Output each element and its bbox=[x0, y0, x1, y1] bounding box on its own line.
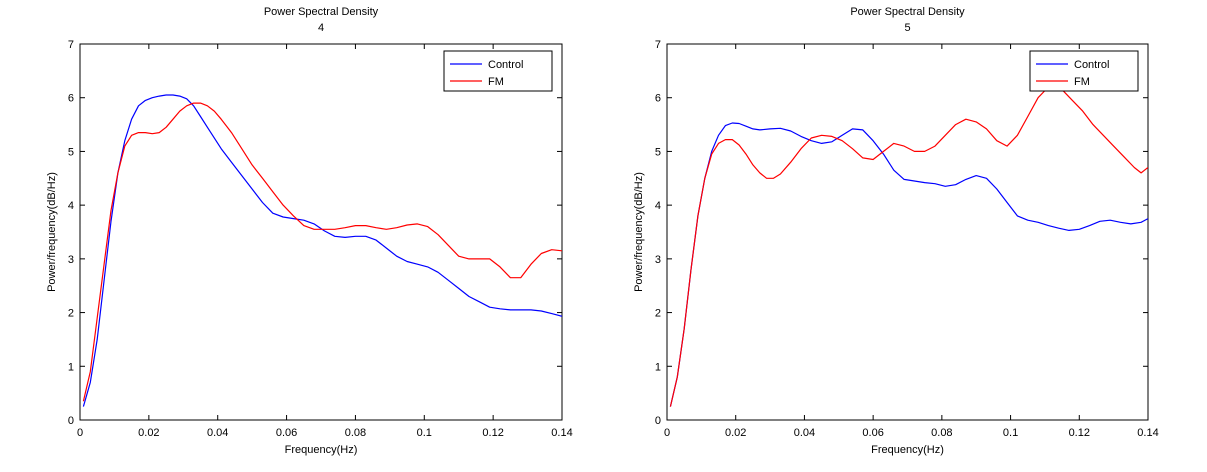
y-tick-label: 0 bbox=[68, 415, 74, 427]
y-tick-label: 6 bbox=[68, 93, 74, 105]
series-line-control bbox=[669, 122, 1148, 407]
legend-label-control: Control bbox=[488, 59, 523, 71]
legend-label-control: Control bbox=[1074, 59, 1109, 71]
y-tick-label: 3 bbox=[68, 254, 74, 266]
legend-box bbox=[443, 50, 553, 92]
legend: Control FM bbox=[443, 50, 553, 92]
x-tick-label: 0.14 bbox=[1137, 427, 1158, 439]
legend-label-fm: FM bbox=[1074, 76, 1090, 88]
plot-area bbox=[666, 43, 1149, 421]
x-tick-label: 0.12 bbox=[1069, 427, 1090, 439]
x-tick-label: 0.06 bbox=[276, 427, 297, 439]
chart-subtitle: 5 bbox=[904, 22, 910, 34]
y-tick-label: 7 bbox=[655, 39, 661, 51]
y-tick-label: 6 bbox=[655, 93, 661, 105]
y-tick-label: 0 bbox=[655, 415, 661, 427]
y-tick-label: 3 bbox=[655, 254, 661, 266]
x-tick-label: 0.02 bbox=[138, 427, 159, 439]
chart-subtitle: 4 bbox=[318, 22, 324, 34]
y-tick-label: 5 bbox=[68, 146, 74, 158]
y-tick-label: 4 bbox=[68, 200, 74, 212]
x-tick-label: 0.12 bbox=[482, 427, 503, 439]
x-tick-label: 0.1 bbox=[1003, 427, 1018, 439]
x-tick-label: 0.08 bbox=[345, 427, 366, 439]
y-tick-label: 1 bbox=[655, 361, 661, 373]
series-line-fm bbox=[82, 102, 562, 402]
x-tick-label: 0 bbox=[664, 427, 670, 439]
x-tick-label: 0.04 bbox=[207, 427, 228, 439]
y-tick-label: 7 bbox=[68, 39, 74, 51]
x-tick-label: 0.1 bbox=[417, 427, 432, 439]
chart-panel-2: 0 0.02 0.04 0.06 0.08 0.1 0.12 0.14 0 1 2 3 4 5 6 7 Powe… bbox=[633, 6, 1159, 456]
plot-area bbox=[79, 43, 563, 421]
x-tick-label: 0.04 bbox=[794, 427, 815, 439]
x-tick-label: 0.06 bbox=[862, 427, 883, 439]
legend: Control FM bbox=[1029, 50, 1139, 92]
x-tick-label: 0 bbox=[77, 427, 83, 439]
chart-title: Power Spectral Density bbox=[264, 6, 379, 18]
x-axis-label: Frequency(Hz) bbox=[871, 444, 944, 456]
y-axis-label: Power/frequency(dB/Hz) bbox=[46, 172, 58, 292]
y-tick-label: 4 bbox=[655, 200, 661, 212]
chart-panel-1: 0 0.02 0.04 0.06 0.08 0.1 0.12 0.14 0 1 2 3 4 5 6 7 Powe… bbox=[46, 6, 573, 456]
y-axis-label: Power/frequency(dB/Hz) bbox=[633, 172, 645, 292]
x-tick-label: 0.02 bbox=[725, 427, 746, 439]
x-axis-label: Frequency(Hz) bbox=[285, 444, 358, 456]
y-tick-label: 2 bbox=[68, 308, 74, 320]
legend-box bbox=[1029, 50, 1139, 92]
chart-title: Power Spectral Density bbox=[850, 6, 965, 18]
y-tick-label: 1 bbox=[68, 361, 74, 373]
x-tick-label: 0.14 bbox=[551, 427, 572, 439]
series-line-control bbox=[82, 94, 562, 407]
y-tick-label: 2 bbox=[655, 308, 661, 320]
x-tick-label: 0.08 bbox=[931, 427, 952, 439]
y-tick-label: 5 bbox=[655, 146, 661, 158]
legend-label-fm: FM bbox=[488, 76, 504, 88]
